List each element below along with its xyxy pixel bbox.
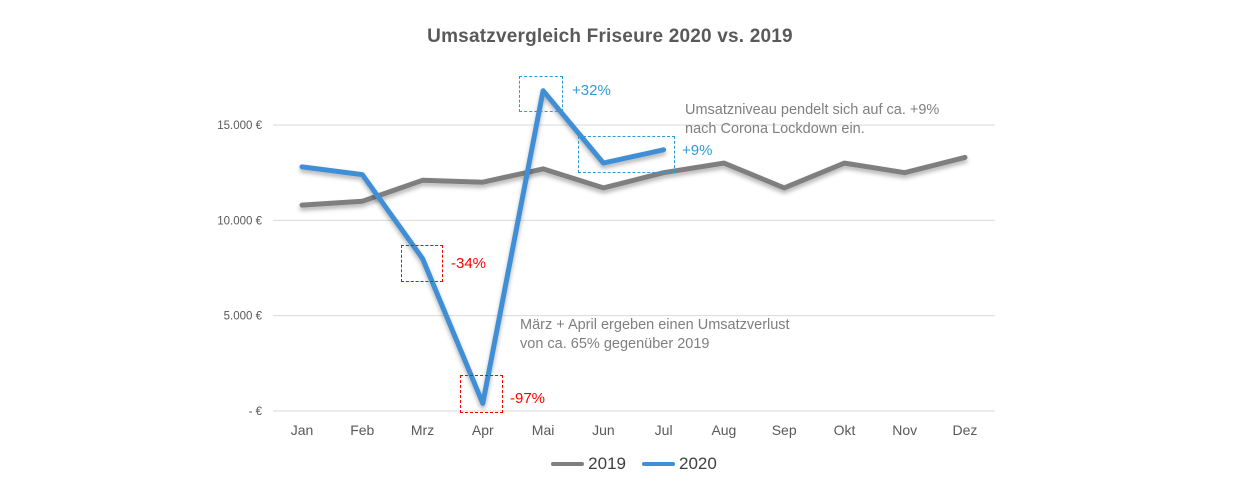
annotation-label-april-drop: -97% [510, 390, 546, 407]
x-axis-tick-label: Jan [291, 422, 314, 438]
y-axis-tick-label: 5.000 € [224, 311, 263, 323]
chart-legend: 2019 2020 [273, 450, 995, 478]
series-line-2019 [299, 154, 968, 208]
legend-label-2019: 2019 [588, 454, 626, 473]
series-line-2020 [299, 88, 667, 406]
note-lockdown: Umsatzniveau pendelt sich auf ca. +9% na… [685, 101, 939, 139]
x-axis-tick-label: Mrz [411, 422, 434, 438]
annotation-box-summer-level [578, 136, 675, 173]
x-axis-tick-label: Apr [472, 422, 494, 438]
x-axis-tick-label: Mai [532, 422, 555, 438]
annotation-label-summer-level: +9% [682, 142, 713, 159]
legend-swatch-2020 [642, 461, 675, 467]
note-revenue-loss: März + April ergeben einen Umsatzverlust… [520, 316, 790, 354]
annotation-box-march-drop [401, 245, 443, 282]
note-revenue-loss-line1: März + April ergeben einen Umsatzverlust [520, 317, 790, 333]
annotation-box-april-drop [460, 375, 503, 413]
chart-title: Umsatzvergleich Friseure 2020 vs. 2019 [427, 26, 793, 47]
legend-item-2020: 2020 [642, 454, 717, 474]
annotation-label-may-spike: +32% [572, 82, 611, 99]
x-axis-tick-label: Sep [772, 422, 797, 438]
y-axis-tick-label: 10.000 € [217, 215, 262, 227]
x-axis-tick-label: Aug [711, 422, 736, 438]
note-lockdown-line2: nach Corona Lockdown ein. [685, 121, 865, 137]
note-revenue-loss-line2: von ca. 65% gegenüber 2019 [520, 336, 710, 352]
x-axis-tick-label: Okt [834, 422, 856, 438]
x-axis-tick-label: Nov [892, 422, 917, 438]
x-axis-tick-label: Jun [592, 422, 615, 438]
annotation-box-may-spike [519, 76, 563, 112]
legend-item-2019: 2019 [551, 454, 626, 474]
x-axis-tick-label: Jul [655, 422, 673, 438]
legend-label-2020: 2020 [679, 454, 717, 473]
legend-swatch-2019 [551, 461, 585, 467]
note-lockdown-line1: Umsatzniveau pendelt sich auf ca. +9% [685, 102, 940, 118]
annotation-label-march-drop: -34% [451, 255, 487, 272]
y-axis-tick-label: 15.000 € [217, 120, 262, 132]
x-axis-tick-label: Dez [953, 422, 978, 438]
y-axis-tick-label: - € [249, 406, 263, 418]
x-axis-tick-label: Feb [350, 422, 374, 438]
